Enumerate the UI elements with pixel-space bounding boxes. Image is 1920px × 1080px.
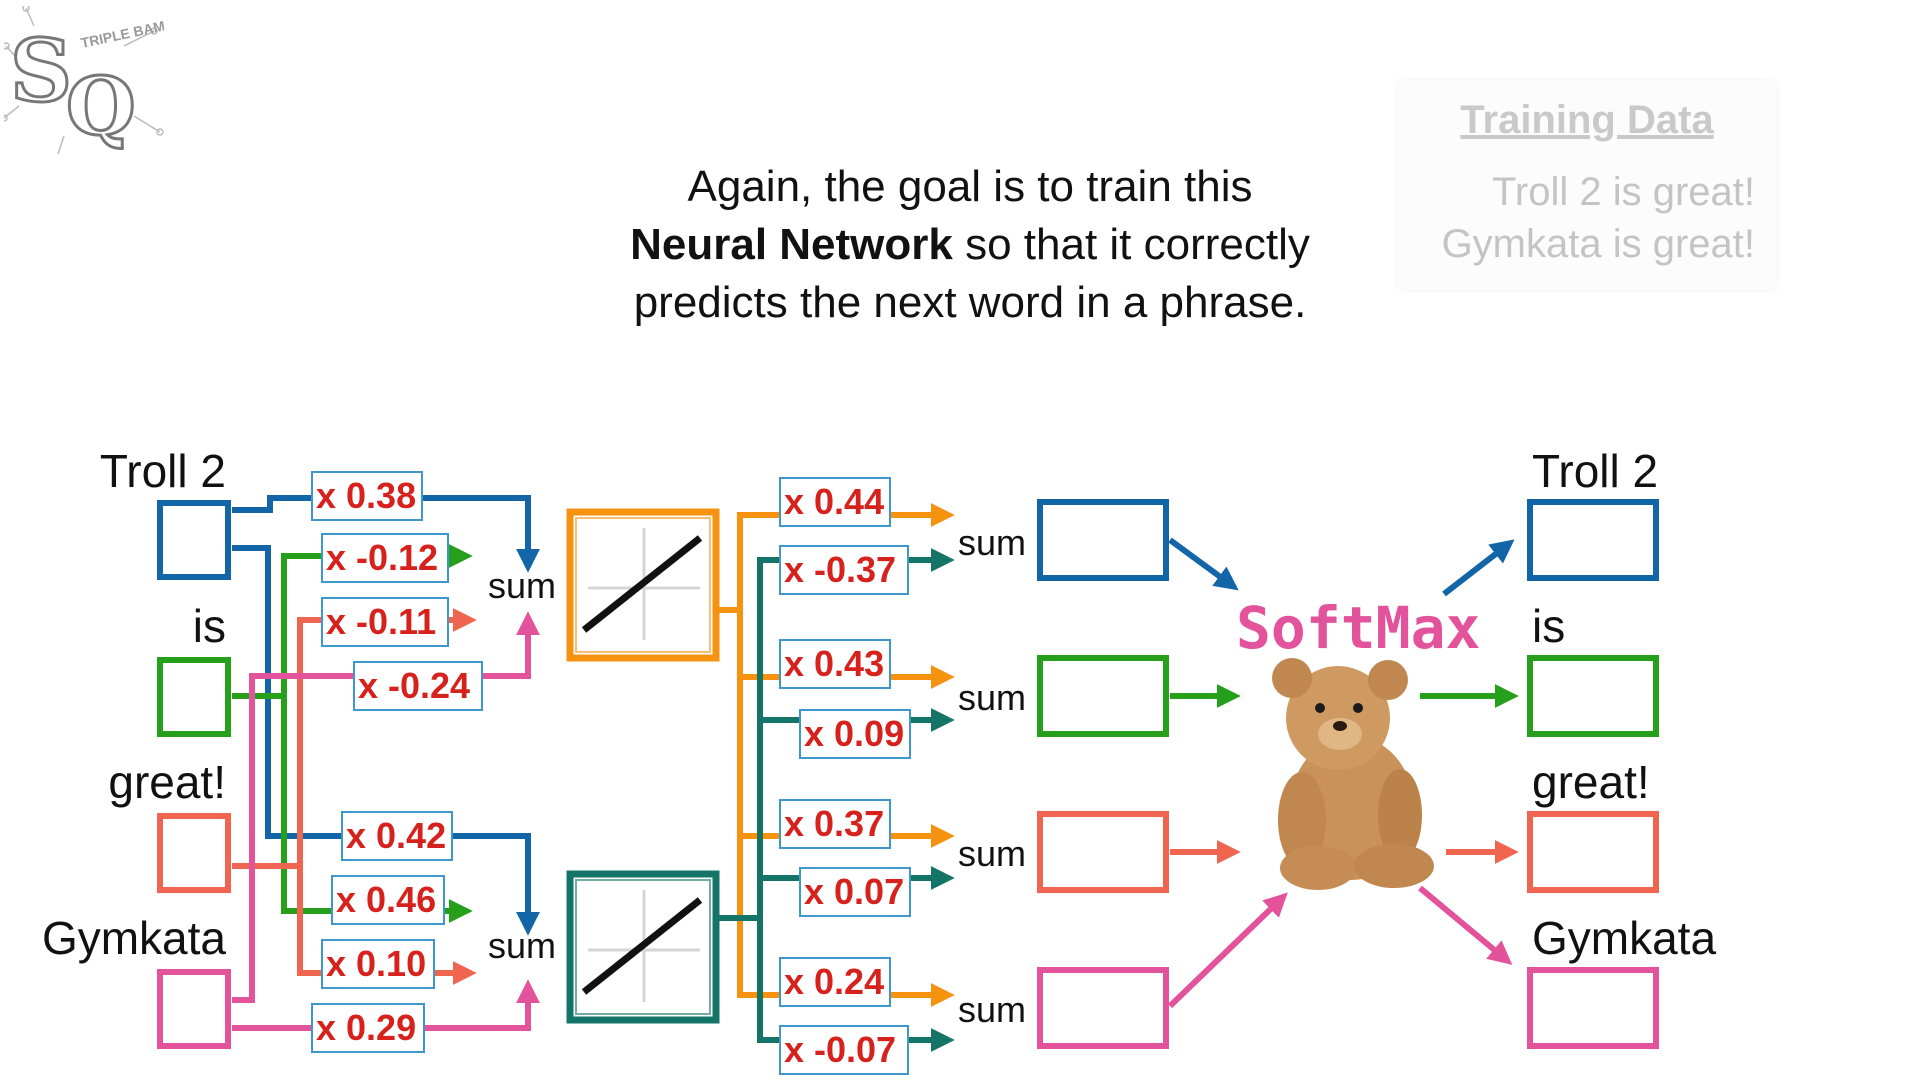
teddy-bear-icon bbox=[1272, 658, 1434, 890]
weight-o5: x 0.37 bbox=[784, 803, 884, 844]
input-box-great bbox=[157, 813, 231, 893]
weight-box-h4 bbox=[353, 661, 483, 711]
weight-o6: x 0.07 bbox=[804, 871, 904, 912]
presoftmax-box-1 bbox=[1037, 499, 1169, 581]
hidden-sum-2: sum bbox=[488, 925, 556, 966]
caption-bold: Neural Network bbox=[630, 220, 953, 269]
weight-h3: x -0.11 bbox=[326, 601, 436, 642]
wire-blue-to-node1 bbox=[232, 495, 540, 573]
weight-box-h8 bbox=[311, 1003, 425, 1053]
weight-o3: x 0.43 bbox=[784, 643, 884, 684]
svg-text:Q: Q bbox=[66, 59, 136, 153]
weight-h6: x 0.46 bbox=[336, 879, 436, 920]
weight-box-o1 bbox=[779, 477, 891, 527]
weight-h5: x 0.42 bbox=[346, 815, 446, 856]
caption: Again, the goal is to train this Neural … bbox=[560, 158, 1380, 332]
output-label-gymkata: Gymkata bbox=[1532, 912, 1716, 964]
statquest-logo: S Q TRIPLE BAM!!! bbox=[4, 6, 164, 155]
weight-h2: x -0.12 bbox=[326, 537, 438, 578]
svg-text:S: S bbox=[10, 21, 72, 122]
weight-box-h6 bbox=[331, 875, 445, 925]
output-sum-3: sum bbox=[958, 833, 1026, 874]
weight-box-h1 bbox=[311, 471, 423, 521]
input-label-gymkata: Gymkata bbox=[42, 912, 226, 964]
training-line-1: Troll 2 is great! bbox=[1491, 170, 1755, 214]
training-data-title: Training Data bbox=[1460, 98, 1714, 142]
activation-node-2 bbox=[566, 870, 720, 1024]
weight-box-o3 bbox=[779, 639, 891, 689]
input-label-great: great! bbox=[108, 756, 226, 808]
input-box-gymkata bbox=[157, 969, 231, 1049]
output-box-troll2 bbox=[1527, 499, 1659, 581]
softmax-label: SoftMax bbox=[1236, 594, 1480, 662]
input-label-troll2: Troll 2 bbox=[100, 445, 226, 497]
weight-o7: x 0.24 bbox=[784, 961, 884, 1002]
weight-box-h3 bbox=[321, 597, 449, 647]
hidden-sum-1: sum bbox=[488, 565, 556, 606]
weight-o8: x -0.07 bbox=[784, 1029, 896, 1070]
output-box-great bbox=[1527, 811, 1659, 893]
caption-line-2: Neural Network so that it correctly bbox=[560, 216, 1380, 274]
output-sum-1: sum bbox=[958, 522, 1026, 563]
weight-box-o4 bbox=[799, 709, 911, 759]
input-box-is bbox=[157, 657, 231, 737]
presoftmax-box-3 bbox=[1037, 811, 1169, 893]
weight-o4: x 0.09 bbox=[804, 713, 904, 754]
presoftmax-box-4 bbox=[1037, 967, 1169, 1049]
weight-h4: x -0.24 bbox=[358, 665, 470, 706]
wire-blue-to-node2 bbox=[232, 545, 540, 936]
weight-h8: x 0.29 bbox=[316, 1007, 416, 1048]
weight-o1: x 0.44 bbox=[784, 481, 884, 522]
wire-pink-to-node1 bbox=[232, 611, 540, 1003]
weight-box-o2 bbox=[779, 545, 909, 595]
input-box-troll2 bbox=[157, 500, 231, 580]
weight-box-o7 bbox=[779, 957, 891, 1007]
training-line-2: Gymkata is great! bbox=[1441, 222, 1755, 266]
weight-o2: x -0.37 bbox=[784, 549, 896, 590]
weight-box-h5 bbox=[341, 811, 453, 861]
weight-box-o5 bbox=[779, 799, 891, 849]
presoftmax-box-2 bbox=[1037, 655, 1169, 737]
caption-line-1: Again, the goal is to train this bbox=[687, 162, 1253, 211]
caption-line-2-rest: so that it correctly bbox=[952, 220, 1310, 269]
output-label-is: is bbox=[1532, 600, 1565, 652]
output-sum-4: sum bbox=[958, 989, 1026, 1030]
weight-h7: x 0.10 bbox=[326, 943, 426, 984]
arrow-to-softmax-1 bbox=[1168, 537, 1239, 591]
weight-box-o8 bbox=[779, 1025, 909, 1075]
weight-box-h7 bbox=[321, 939, 435, 989]
arrow-from-softmax-4 bbox=[1418, 885, 1513, 965]
input-label-is: is bbox=[193, 600, 226, 652]
output-label-troll2: Troll 2 bbox=[1532, 445, 1658, 497]
arrow-to-softmax-4 bbox=[1167, 892, 1288, 1009]
weight-box-o6 bbox=[799, 867, 911, 917]
weight-box-h2 bbox=[321, 533, 449, 583]
output-box-gymkata bbox=[1527, 967, 1659, 1049]
weight-h1: x 0.38 bbox=[316, 475, 416, 516]
training-data-panel: Training Data Troll 2 is great! Gymkata … bbox=[1397, 80, 1777, 290]
output-sum-2: sum bbox=[958, 677, 1026, 718]
arrow-from-softmax-1 bbox=[1442, 539, 1515, 597]
activation-node-1 bbox=[566, 508, 720, 662]
caption-line-3: predicts the next word in a phrase. bbox=[633, 278, 1307, 327]
output-label-great: great! bbox=[1532, 756, 1650, 808]
output-box-is bbox=[1527, 655, 1659, 737]
